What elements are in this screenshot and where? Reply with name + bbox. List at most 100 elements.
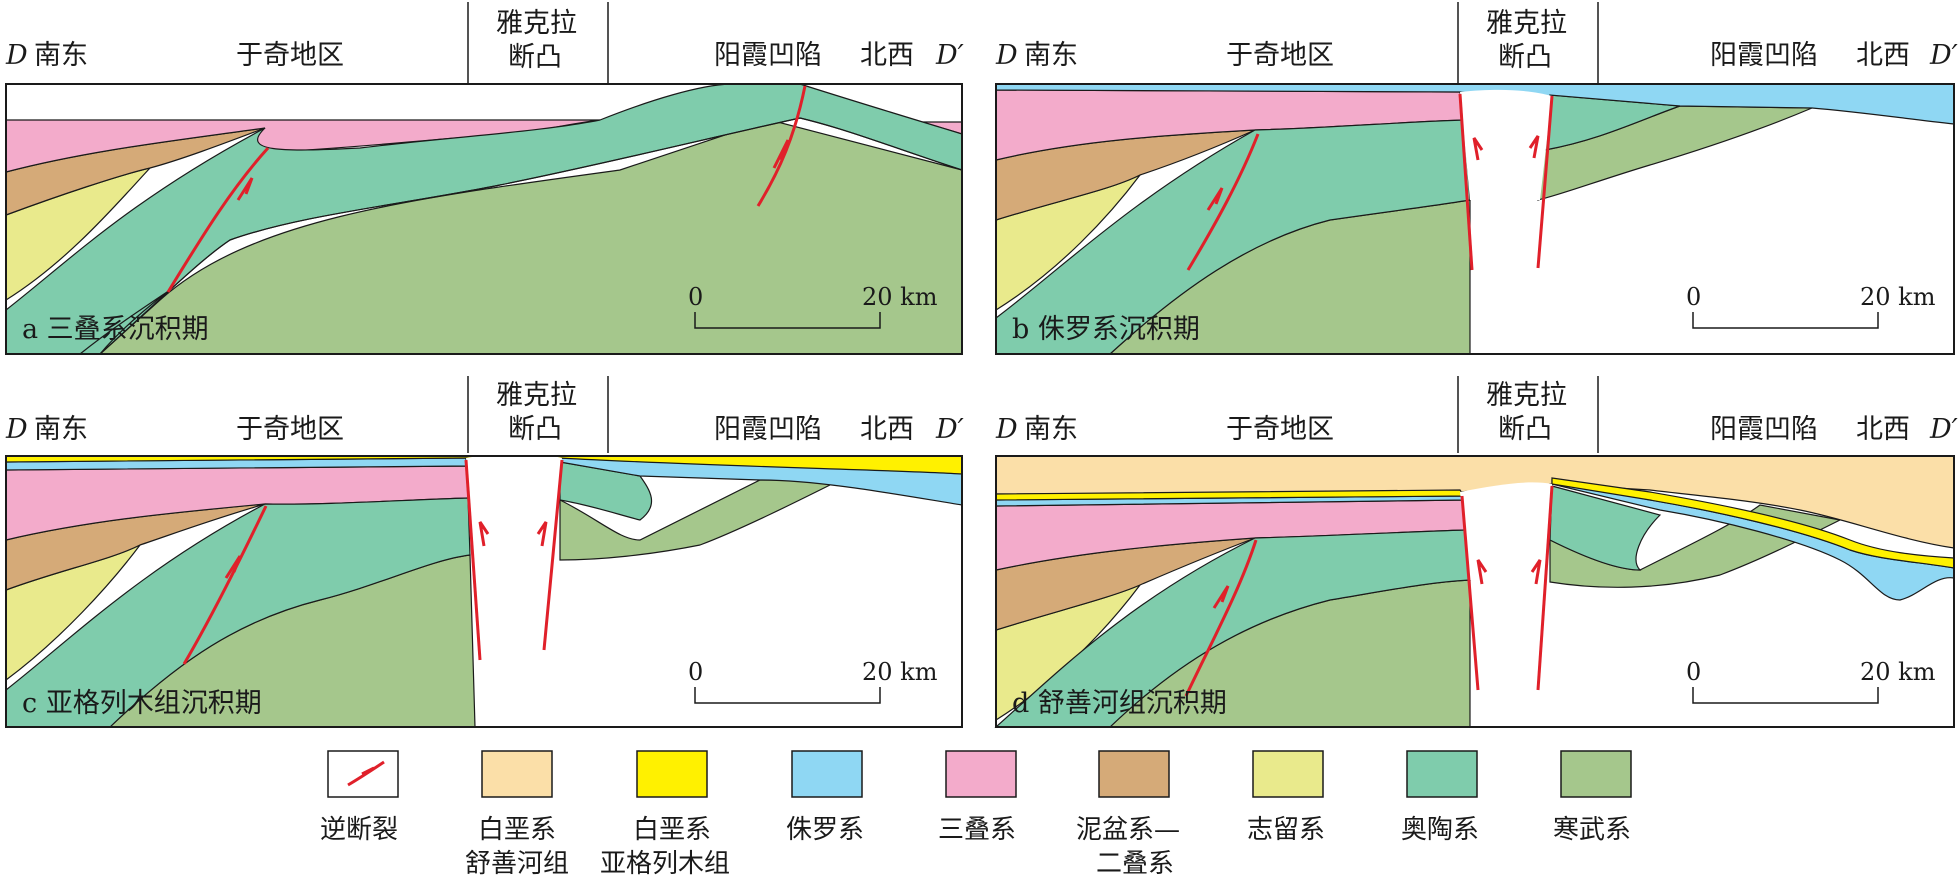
- legend-label-line1: 泥盆系—: [1076, 815, 1180, 845]
- fault-arrow: [772, 139, 790, 169]
- legend-item-cretaceous-yageliemu: 白垩系 亚格列木组: [600, 750, 730, 879]
- panel-c-frame: [5, 455, 963, 728]
- legend-label-silurian: 志留系: [1247, 815, 1325, 845]
- header-right-direction: 北西: [860, 40, 914, 71]
- scale-zero: 0: [688, 283, 703, 311]
- legend-item-ordovician: 奥陶系: [1401, 750, 1479, 845]
- header-region-left: 于奇地区: [1226, 40, 1334, 71]
- legend-label-jurassic: 侏罗系: [786, 815, 864, 845]
- fault-arrow: [1476, 559, 1488, 585]
- header-right-direction: 北西: [1856, 40, 1910, 71]
- panel-b-frame: [995, 83, 1955, 355]
- fault-arrow: [1530, 559, 1542, 585]
- header-region-left: 于奇地区: [236, 414, 344, 445]
- cambrian-layer: [98, 119, 963, 355]
- legend-item-devonian-permian: 泥盆系— 二叠系: [1076, 750, 1180, 879]
- panel-c-header: D 南东 于奇地区 雅克拉 断凸 阳霞凹陷 北西 D′: [5, 376, 964, 453]
- fault-line: [1460, 495, 1480, 691]
- panel-b: D 南东 于奇地区 雅克拉 断凸 阳霞凹陷 北西 D′: [995, 2, 1958, 355]
- header-right-direction: 北西: [1856, 414, 1910, 445]
- header-region-right: 阳霞凹陷: [714, 40, 822, 71]
- fault-arrow: [1206, 187, 1224, 211]
- legend-label-line2: 舒善河组: [465, 849, 569, 879]
- header-left-direction: 南东: [1024, 414, 1078, 445]
- header-left-letter: D: [995, 40, 1018, 71]
- header-left-direction: 南东: [34, 414, 88, 445]
- panel-d-scale-bar: 0 20 km: [1686, 658, 1936, 704]
- scale-zero: 0: [1686, 658, 1701, 686]
- header-right-letter: D′: [935, 414, 964, 445]
- uplift-gap: [1460, 482, 1552, 580]
- scale-zero: 0: [1686, 283, 1701, 311]
- header-region-right: 阳霞凹陷: [1710, 40, 1818, 71]
- scale-end: 20 km: [862, 658, 938, 686]
- ordovician-layer-right: [1549, 485, 1662, 571]
- header-uplift-line2: 断凸: [508, 42, 562, 73]
- fault-arrow: [1472, 137, 1484, 161]
- scale-end: 20 km: [862, 283, 938, 311]
- panel-d-frame: [995, 455, 1955, 728]
- header-uplift-line2: 断凸: [1498, 42, 1552, 73]
- panel-b-label: b 侏罗系沉积期: [1012, 314, 1200, 345]
- header-left-letter: D: [995, 414, 1018, 445]
- legend-label-ordovician: 奥陶系: [1401, 815, 1479, 845]
- header-left-letter: D: [5, 414, 28, 445]
- header-right-direction: 北西: [860, 414, 914, 445]
- fault-line: [182, 505, 268, 665]
- panel-d-section: [994, 455, 1955, 728]
- header-region-left: 于奇地区: [236, 40, 344, 71]
- scale-end: 20 km: [1860, 658, 1936, 686]
- fault-arrow: [224, 555, 242, 579]
- legend-label-line1: 白垩系: [633, 815, 711, 845]
- panel-a-header: D 南东 于奇地区 雅克拉 断凸 阳霞凹陷 北西 D′: [5, 2, 964, 83]
- header-right-letter: D′: [1929, 40, 1958, 71]
- header-uplift-line2: 断凸: [1498, 414, 1552, 445]
- legend-item-silurian: 志留系: [1247, 750, 1325, 845]
- legend-label-triassic: 三叠系: [938, 815, 1016, 845]
- fault-arrow: [236, 177, 254, 201]
- legend-label-line2: 二叠系: [1096, 849, 1174, 879]
- fault-arrow: [536, 521, 548, 547]
- header-uplift-line1: 雅克拉: [1486, 380, 1567, 411]
- header-right-letter: D′: [1929, 414, 1958, 445]
- header-left-direction: 南东: [1024, 40, 1078, 71]
- header-uplift-line1: 雅克拉: [496, 8, 577, 39]
- panel-c-scale-bar: 0 20 km: [688, 658, 938, 704]
- fault-arrow: [1212, 585, 1230, 609]
- panel-d-label: d 舒善河组沉积期: [1012, 688, 1227, 719]
- header-left-direction: 南东: [34, 40, 88, 71]
- ordovician-layer-right: [559, 461, 653, 521]
- legend-label-line1: 白垩系: [478, 815, 556, 845]
- panel-d: D 南东 于奇地区 雅克拉 断凸 阳霞凹陷 北西 D′: [994, 376, 1958, 728]
- legend-item-cretaceous-shushanhe: 白垩系 舒善河组: [465, 750, 569, 879]
- header-uplift-line1: 雅克拉: [496, 380, 577, 411]
- panel-a-scale-bar: 0 20 km: [688, 283, 938, 329]
- header-right-letter: D′: [935, 40, 964, 71]
- fault-line: [1458, 93, 1474, 271]
- panel-a-frame: [5, 83, 963, 355]
- yageliemu-layer: [5, 455, 963, 475]
- uplift-gap: [466, 453, 562, 560]
- header-region-right: 阳霞凹陷: [714, 414, 822, 445]
- fault-line: [756, 85, 807, 207]
- fault-arrow: [1528, 135, 1540, 159]
- legend-item-fault: 逆断裂: [320, 750, 399, 845]
- fault-line: [1184, 539, 1258, 697]
- header-region-right: 阳霞凹陷: [1710, 414, 1818, 445]
- scale-zero: 0: [688, 658, 703, 686]
- fault-line: [1186, 133, 1260, 271]
- header-uplift-line1: 雅克拉: [1486, 8, 1567, 39]
- panel-b-scale-bar: 0 20 km: [1686, 283, 1936, 329]
- fault-line: [464, 459, 482, 661]
- legend-label-line2: 亚格列木组: [600, 849, 730, 879]
- ordovician-layer: [994, 529, 1471, 728]
- panel-a-label: a 三叠系沉积期: [22, 314, 209, 345]
- header-region-left: 于奇地区: [1226, 414, 1334, 445]
- legend-item-cambrian: 寒武系: [1553, 750, 1632, 845]
- shushanhe-layer: [995, 455, 1955, 549]
- fault-line: [1536, 485, 1554, 691]
- panel-c-section: [5, 453, 963, 728]
- panel-c: D 南东 于奇地区 雅克拉 断凸 阳霞凹陷 北西 D′: [5, 376, 964, 728]
- scale-end: 20 km: [1860, 283, 1936, 311]
